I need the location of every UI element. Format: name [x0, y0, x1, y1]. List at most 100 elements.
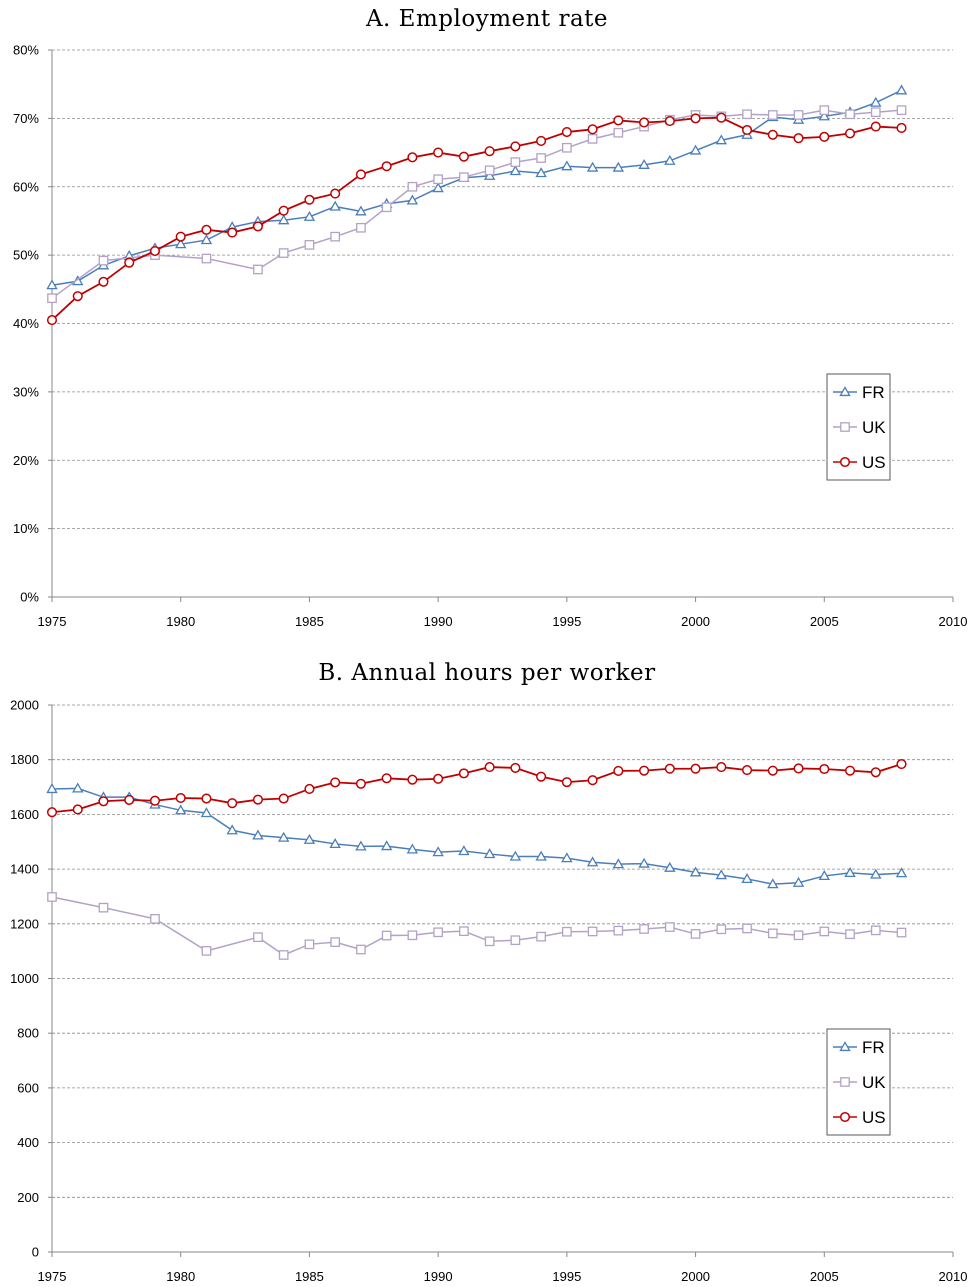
x-tick-label: 2010	[939, 1269, 968, 1284]
legend-label-fr: FR	[862, 383, 885, 402]
x-tick-label: 1985	[295, 1269, 324, 1284]
series-line-fr	[51, 787, 902, 885]
data-point-fr	[689, 866, 702, 877]
data-point-fr	[612, 161, 625, 172]
data-point-uk	[201, 946, 212, 956]
data-point-uk	[613, 127, 624, 138]
data-point-uk	[407, 181, 418, 192]
data-point-fr	[818, 110, 831, 121]
data-point-us	[536, 771, 547, 782]
legend-label-uk: UK	[862, 418, 886, 437]
data-point-fr	[226, 824, 238, 835]
y-tick-label: 600	[17, 1080, 39, 1095]
data-point-us	[330, 777, 341, 788]
x-tick-label: 2005	[810, 614, 839, 629]
data-point-uk	[330, 231, 341, 242]
data-point-us	[381, 161, 392, 172]
data-point-fr	[483, 848, 496, 859]
data-point-us	[793, 133, 804, 144]
data-point-us	[510, 141, 521, 152]
legend-label-uk: UK	[862, 1073, 886, 1092]
data-point-fr	[174, 238, 187, 249]
data-point-us	[510, 762, 521, 773]
data-point-fr	[355, 840, 367, 851]
legend: FR UK US	[826, 373, 891, 481]
data-point-uk	[613, 925, 624, 936]
data-point-fr	[689, 144, 702, 155]
legend-marker-fr	[839, 1041, 851, 1052]
data-point-uk	[47, 892, 57, 902]
chart-annual-hours: B. Annual hours per worker 0 200 400 600 800…	[10, 660, 967, 1284]
data-point-fr	[329, 200, 341, 211]
data-point-us	[561, 777, 572, 788]
data-point-uk	[870, 107, 881, 118]
y-tick-label: 0%	[20, 590, 39, 605]
data-point-fr	[767, 878, 779, 889]
data-point-fr	[638, 857, 650, 868]
data-point-fr	[509, 850, 522, 861]
data-point-us	[304, 194, 315, 205]
data-point-fr	[844, 867, 856, 878]
x-tick-label: 2000	[681, 1269, 710, 1284]
data-point-fr	[200, 234, 213, 245]
data-point-uk	[767, 110, 778, 120]
series-line-us	[51, 116, 902, 321]
data-point-fr	[277, 831, 290, 842]
y-tick-label: 10%	[13, 521, 39, 536]
data-point-uk	[587, 926, 598, 937]
data-point-us	[124, 257, 135, 268]
data-point-uk	[562, 926, 572, 937]
data-point-us	[458, 151, 469, 162]
data-point-us	[639, 765, 650, 776]
data-point-us	[149, 245, 161, 257]
data-point-us	[819, 131, 830, 142]
data-point-us	[124, 794, 135, 805]
data-point-us	[664, 763, 675, 774]
data-point-fr	[561, 852, 573, 863]
data-point-us	[98, 276, 109, 287]
data-point-fr	[586, 856, 599, 867]
data-point-fr	[612, 858, 625, 869]
data-point-uk	[690, 929, 701, 939]
data-point-fr	[870, 96, 882, 107]
data-point-uk	[98, 255, 109, 266]
data-point-us	[201, 793, 212, 804]
data-point-uk	[587, 134, 598, 144]
y-tick-label: 60%	[13, 179, 39, 194]
x-tick-label: 2010	[939, 614, 968, 629]
data-point-us	[870, 767, 881, 778]
y-tick-label: 80%	[13, 43, 39, 58]
y-tick-label: 0	[32, 1245, 39, 1260]
data-point-fr	[870, 868, 882, 879]
y-tick-label: 30%	[13, 384, 39, 399]
data-point-us	[46, 807, 58, 818]
data-point-us	[793, 763, 804, 774]
data-point-us	[767, 129, 778, 140]
data-point-fr	[792, 876, 805, 887]
data-point-uk	[536, 153, 546, 163]
legend-label-fr: FR	[862, 1038, 885, 1057]
data-point-us	[536, 135, 547, 146]
data-point-us	[639, 117, 650, 128]
data-point-fr	[509, 165, 522, 176]
data-point-uk	[870, 925, 881, 936]
legend-marker-uk	[840, 1077, 850, 1087]
data-point-us	[227, 227, 238, 238]
legend-label-us: US	[862, 1108, 886, 1127]
legend: FR UK US	[826, 1028, 891, 1136]
series-line-fr	[51, 89, 902, 286]
data-point-uk	[253, 264, 263, 275]
data-point-uk	[819, 926, 830, 937]
data-point-us	[844, 765, 856, 776]
data-point-us	[46, 315, 58, 326]
y-tick-label: 1200	[10, 916, 39, 931]
data-point-us	[433, 773, 444, 784]
data-point-us	[561, 127, 572, 138]
data-point-fr	[406, 194, 419, 205]
data-point-us	[304, 783, 315, 795]
x-tick-label: 1980	[166, 614, 195, 629]
data-point-us	[381, 773, 392, 784]
data-point-uk	[381, 202, 392, 213]
data-point-fr	[303, 833, 316, 844]
